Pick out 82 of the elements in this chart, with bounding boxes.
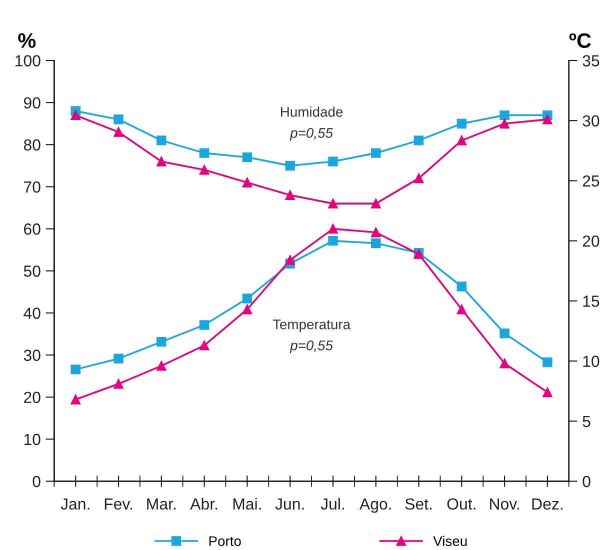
point — [70, 364, 80, 374]
y-axis-title: % — [18, 33, 36, 48]
y2-axis-title: ºC — [569, 33, 591, 48]
point — [156, 336, 166, 347]
point — [542, 357, 552, 368]
x-tick-label: Mai. — [233, 498, 261, 510]
point — [456, 304, 467, 314]
point — [456, 118, 467, 128]
y2-tick-label: 35 — [582, 55, 600, 66]
x-tick-label: Nov. — [490, 498, 519, 510]
point — [371, 148, 381, 158]
point — [199, 165, 210, 175]
point — [156, 360, 166, 371]
point — [285, 190, 295, 200]
x-tick-label: Fev. — [104, 498, 132, 510]
x-tick-label: Jul. — [320, 498, 344, 510]
point — [285, 160, 295, 171]
point — [328, 156, 338, 166]
y-tick-label: 60 — [24, 223, 40, 235]
y-tick-label: 10 — [24, 434, 40, 446]
point — [70, 110, 80, 120]
x-tick-label: Set. — [405, 498, 432, 510]
point — [114, 354, 124, 364]
x-tick-label: Mar. — [147, 498, 176, 510]
point — [199, 340, 210, 350]
x-tick-label: Jun. — [275, 498, 304, 510]
y2-tick-label: 25 — [582, 175, 600, 187]
x-tick-label: Dez. — [532, 498, 562, 510]
annotation: Temperatura — [272, 320, 351, 332]
point — [414, 173, 424, 184]
point — [371, 238, 381, 248]
point — [500, 328, 510, 338]
point — [242, 152, 252, 162]
point — [70, 394, 80, 404]
point — [328, 224, 338, 234]
y-tick-label: 50 — [24, 266, 40, 277]
y2-tick-label: 20 — [582, 235, 600, 247]
legend-label: Porto — [209, 536, 241, 546]
point — [156, 136, 166, 146]
y2-tick-label: 15 — [583, 296, 600, 307]
point — [114, 127, 124, 137]
annotation: p=0,55 — [290, 128, 334, 141]
y-tick-label: 80 — [24, 139, 40, 151]
point — [328, 198, 338, 208]
point — [285, 255, 295, 265]
point — [114, 379, 124, 389]
y-tick-label: 30 — [24, 350, 40, 361]
point — [242, 304, 252, 314]
y-tick-label: 90 — [24, 97, 40, 109]
point — [414, 136, 424, 146]
y2-tick-label: 0 — [582, 476, 590, 488]
y-tick-label: 40 — [24, 308, 40, 319]
point — [456, 136, 467, 146]
point — [500, 118, 510, 128]
y-tick-label: 100 — [16, 55, 40, 66]
y-tick-label: 70 — [24, 181, 40, 193]
point — [328, 236, 338, 246]
y2-tick-label: 30 — [582, 115, 600, 127]
y-tick-label: 20 — [24, 392, 40, 404]
point — [542, 387, 552, 398]
point — [242, 294, 252, 304]
point — [371, 228, 381, 238]
x-tick-label: Abr. — [190, 498, 218, 510]
point — [542, 114, 552, 124]
legend-label: Viseu — [433, 536, 467, 546]
point — [500, 110, 510, 120]
x-tick-label: Ago. — [359, 498, 391, 513]
y2-tick-label: 5 — [582, 416, 590, 428]
point — [199, 320, 210, 330]
y-tick-label: 0 — [32, 476, 40, 488]
x-tick-label: Out. — [447, 498, 476, 510]
annotation: Humidade — [281, 106, 343, 117]
x-tick-label: Jan. — [60, 498, 90, 510]
point — [500, 358, 510, 368]
y2-tick-label: 10 — [583, 356, 600, 367]
point — [371, 198, 381, 208]
point — [156, 156, 166, 166]
point — [242, 178, 252, 188]
point — [114, 114, 124, 124]
point — [199, 148, 210, 158]
point — [456, 282, 467, 292]
annotation: p=0,55 — [290, 340, 334, 354]
